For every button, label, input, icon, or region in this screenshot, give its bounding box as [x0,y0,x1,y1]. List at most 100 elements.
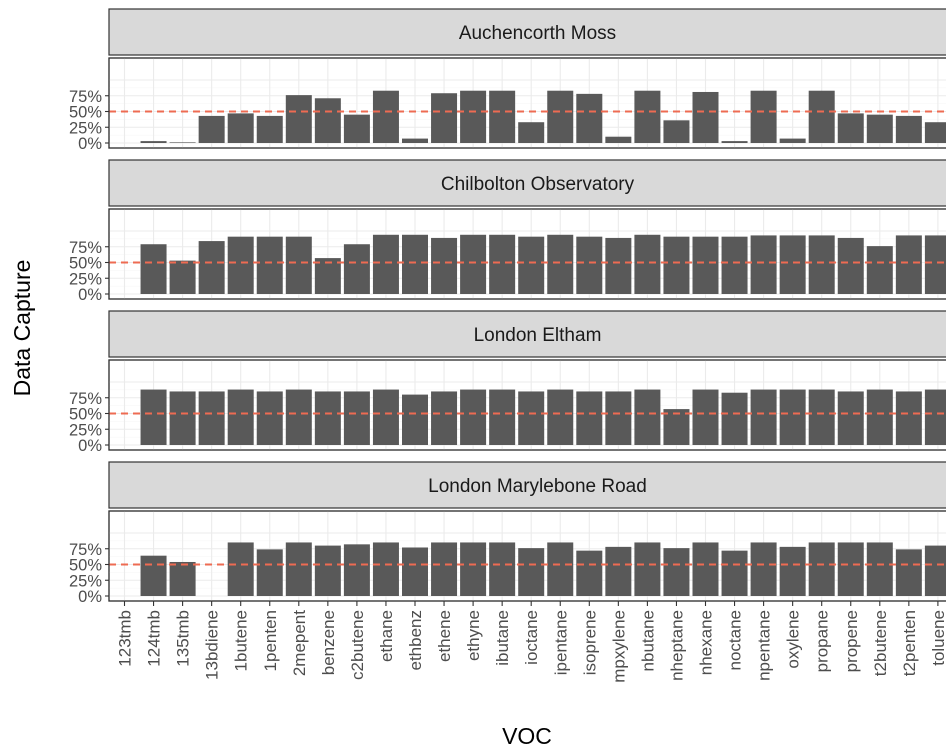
bar [402,547,428,596]
x-tick-label: 123tmb [116,610,135,667]
bar [634,389,661,445]
bar [285,95,312,143]
bar [663,120,690,143]
x-tick-label: t2butene [871,610,890,676]
bar [895,391,922,445]
bar [198,391,225,445]
facet-strip [108,310,946,358]
bar [372,234,399,294]
x-tick-label: toluene [929,610,946,666]
bar [663,409,690,445]
bar [372,542,399,596]
plot-frame [108,510,946,602]
bar [285,236,312,294]
bar [431,391,458,445]
bar [460,389,487,445]
bar [605,136,632,143]
bar [314,545,341,596]
bar [721,236,748,294]
facet-strip [108,461,946,509]
bar [692,542,719,596]
bar [692,389,719,445]
bar [721,550,748,596]
y-axis-label: Data Capture [9,260,35,397]
x-tick-label: 2mepent [290,610,309,676]
bar [895,549,922,596]
bar [866,542,893,596]
bar [808,90,835,143]
bar [169,260,196,294]
bar [198,241,225,294]
bar [431,93,458,143]
bar [227,542,254,596]
bar [605,391,632,445]
bar [808,542,835,596]
bar [518,548,545,596]
facet-strip-label: Auchencorth Moss [459,23,616,44]
bar [576,93,603,143]
bar [431,237,458,294]
y-tick-label: 25% [69,119,102,137]
bar [721,141,748,143]
bar [866,389,893,445]
bar [866,114,893,143]
bar [924,545,946,596]
bar [721,392,748,445]
bar [227,236,254,294]
bar [285,389,312,445]
x-tick-label: c2butene [348,610,367,680]
y-tick-label: 25% [69,572,102,590]
bar [314,391,341,445]
bar [140,555,167,596]
x-tick-label: ibutane [493,610,512,666]
bar [285,542,312,596]
y-tick-label: 25% [69,421,102,439]
bar [343,544,370,596]
bar [256,391,283,445]
bar [372,389,399,445]
y-tick-label: 0% [78,135,102,153]
y-tick-label: 50% [69,557,102,575]
x-axis: 123tmb 124tmb 135tmb 13bdiene 1butene 1penten… [116,601,946,683]
bar [402,138,428,143]
y-tick-label: 75% [69,541,102,559]
bar [576,550,603,596]
bar [634,90,661,143]
x-tick-label: ethbenz [406,610,425,671]
bar [343,114,370,143]
bar [460,234,487,294]
bar [547,389,574,445]
x-tick-label: ioctane [522,610,541,665]
bar [837,237,864,294]
facet-panel: London Eltham 0%25%50%75% [69,310,946,455]
bar [256,115,283,143]
bar [256,549,283,596]
x-tick-label: propene [842,610,861,672]
bar [547,90,574,143]
bar [489,389,516,445]
bar [547,542,574,596]
x-tick-label: benzene [319,610,338,675]
bar [140,244,167,294]
bar [518,391,545,445]
x-tick-label: 1penten [261,610,280,671]
bar [169,142,196,143]
bar [750,542,777,596]
bar [402,234,428,294]
x-tick-label: isoprene [580,610,599,675]
facet-strip-label: London Marylebone Road [428,476,647,497]
bar [227,113,254,143]
x-tick-label: ethene [435,610,454,662]
bar [576,391,603,445]
bar [924,235,946,294]
x-tick-label: ethyne [464,610,483,661]
x-tick-label: 13bdiene [203,610,222,680]
facet-panel: Auchencorth Moss 0%25%50%75% [69,8,946,153]
y-tick-label: 0% [78,588,102,606]
y-tick-label: 0% [78,286,102,304]
bar [837,391,864,445]
bar [634,234,661,294]
bar [256,236,283,294]
bar [605,546,632,596]
